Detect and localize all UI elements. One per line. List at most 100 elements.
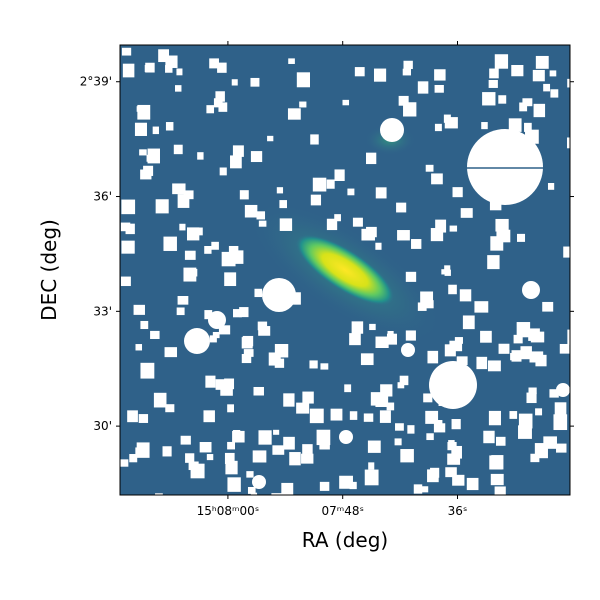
mask xyxy=(257,321,268,331)
mask xyxy=(513,334,523,344)
mask xyxy=(209,335,217,343)
mask xyxy=(553,414,568,431)
mask xyxy=(480,330,492,343)
mask xyxy=(155,199,169,214)
mask xyxy=(206,105,215,114)
mask xyxy=(520,346,532,360)
mask xyxy=(233,309,242,318)
mask xyxy=(444,265,451,273)
mask xyxy=(239,190,249,200)
mask xyxy=(279,218,293,231)
mask xyxy=(431,173,443,185)
mask xyxy=(319,481,330,491)
mask xyxy=(133,304,145,315)
mask xyxy=(452,187,463,198)
mask xyxy=(528,387,537,395)
mask xyxy=(339,475,353,489)
mask xyxy=(563,246,570,258)
mask xyxy=(451,445,462,459)
mask xyxy=(368,462,375,470)
mask xyxy=(403,102,417,117)
mask xyxy=(349,411,358,420)
mask xyxy=(334,214,341,222)
mask xyxy=(363,413,374,422)
mask xyxy=(173,144,183,155)
mask xyxy=(567,329,570,345)
mask xyxy=(330,408,343,421)
mask xyxy=(241,353,252,364)
mask xyxy=(386,333,397,345)
frame xyxy=(119,44,571,496)
mask xyxy=(289,452,301,466)
mask xyxy=(252,450,267,463)
mask xyxy=(494,486,506,495)
mask xyxy=(165,404,175,413)
mask xyxy=(135,344,143,351)
mask xyxy=(276,187,284,194)
mask xyxy=(420,486,429,493)
mask xyxy=(174,85,182,92)
galaxy xyxy=(295,234,395,306)
mask xyxy=(319,437,330,450)
mask xyxy=(158,49,170,63)
mask xyxy=(165,55,178,68)
mask xyxy=(399,375,409,386)
mask xyxy=(153,392,167,408)
mask xyxy=(405,330,416,341)
mask xyxy=(138,414,149,423)
mask xyxy=(487,255,500,270)
y-axis-label: DEC (deg) xyxy=(37,219,61,321)
mask xyxy=(250,151,263,163)
mask xyxy=(452,474,465,486)
mask xyxy=(212,331,220,339)
mask xyxy=(310,134,319,145)
mask xyxy=(495,436,506,446)
mask xyxy=(433,423,446,433)
mask xyxy=(476,356,488,370)
mask xyxy=(405,271,417,282)
mask xyxy=(423,393,433,403)
mask xyxy=(467,129,543,205)
mask xyxy=(129,454,138,463)
mask xyxy=(482,92,496,106)
mask xyxy=(139,149,147,156)
mask xyxy=(135,447,147,458)
mask xyxy=(398,95,409,106)
mask xyxy=(227,441,236,450)
mask xyxy=(380,384,393,397)
mask xyxy=(279,200,287,209)
mask xyxy=(121,240,135,254)
mask xyxy=(522,98,533,107)
x-axis-label: RA (deg) xyxy=(302,528,388,552)
mask xyxy=(395,423,404,431)
mask xyxy=(302,391,314,404)
mask xyxy=(567,137,570,149)
mask xyxy=(162,446,172,457)
mask xyxy=(434,420,443,427)
mask xyxy=(394,438,402,446)
mask xyxy=(556,443,567,453)
mask xyxy=(511,64,524,77)
mask xyxy=(299,101,307,108)
mask xyxy=(179,223,186,231)
mask xyxy=(120,222,131,232)
mask xyxy=(224,452,235,464)
mask xyxy=(252,475,266,489)
mask xyxy=(176,307,185,316)
mask xyxy=(122,63,135,78)
mask xyxy=(347,188,355,196)
mask xyxy=(535,408,543,416)
mask xyxy=(449,340,463,352)
mask xyxy=(417,302,427,311)
mask xyxy=(273,429,280,435)
mask xyxy=(219,167,227,176)
mask xyxy=(312,177,327,192)
mask xyxy=(542,301,554,312)
mask xyxy=(496,229,511,243)
mask xyxy=(489,455,503,470)
x-tick-label: 15ʰ08ᵐ00ˢ xyxy=(197,504,260,518)
mask xyxy=(367,440,381,453)
mask xyxy=(127,410,138,423)
mask xyxy=(140,320,149,330)
mask xyxy=(143,165,154,176)
